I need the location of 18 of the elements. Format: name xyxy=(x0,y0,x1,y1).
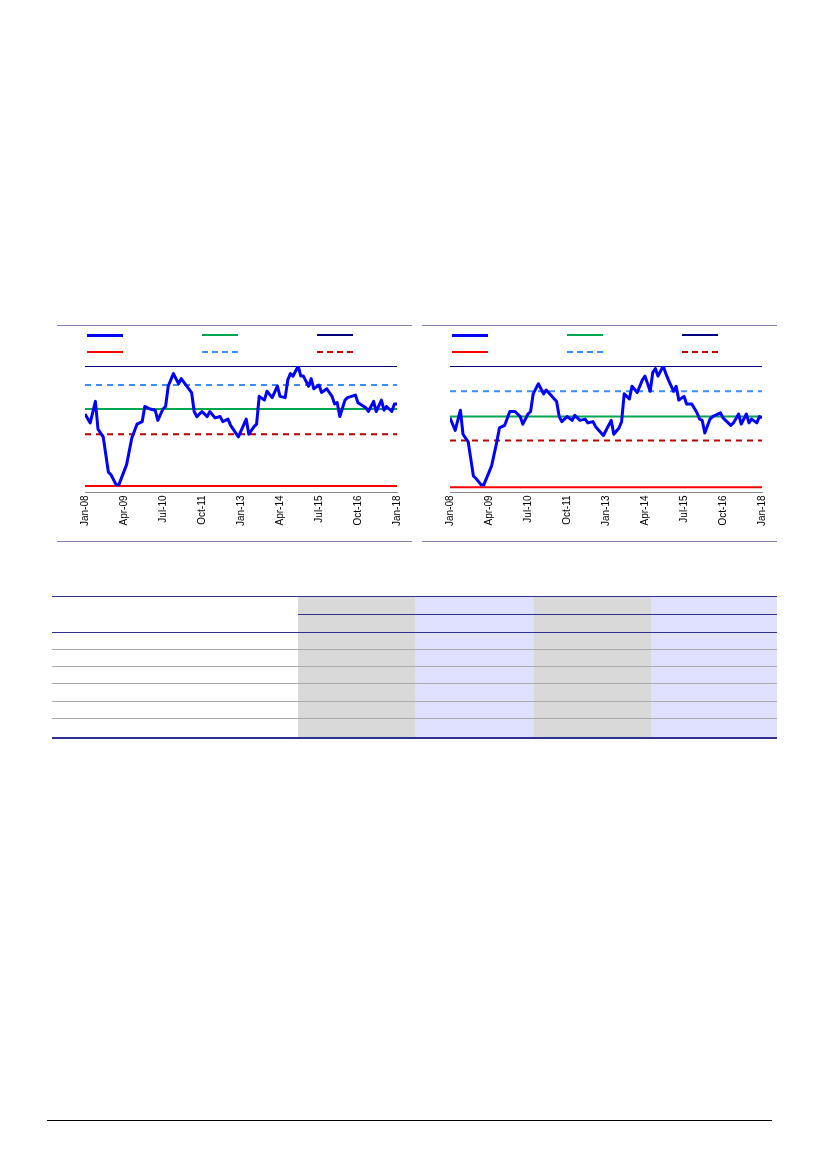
x-tick-label: Apr-14 xyxy=(273,494,285,526)
x-tick-label: Apr-14 xyxy=(638,494,650,526)
x-tick-label: Jan-08 xyxy=(78,494,90,526)
x-tick-label: Jul-15 xyxy=(312,495,324,523)
x-tick-label: Jan-18 xyxy=(390,494,402,526)
x-tick-label: Jan-18 xyxy=(755,494,767,526)
x-tick-label: Oct-16 xyxy=(351,494,363,526)
x-tick-label: Oct-11 xyxy=(195,495,207,525)
x-tick-label: Jul-15 xyxy=(677,495,689,523)
x-tick-label: Jan-13 xyxy=(234,494,246,526)
x-tick-label: Oct-11 xyxy=(560,495,572,525)
x-tick-label: Jul-10 xyxy=(521,495,533,523)
x-tick-label: Oct-16 xyxy=(716,494,728,526)
x-tick-label: Jan-08 xyxy=(443,494,455,526)
x-tick-label: Jan-13 xyxy=(599,494,611,526)
x-tick-label: Apr-09 xyxy=(482,494,494,526)
x-tick-label: Jul-10 xyxy=(156,495,168,523)
x-tick-label: Apr-09 xyxy=(117,494,129,526)
